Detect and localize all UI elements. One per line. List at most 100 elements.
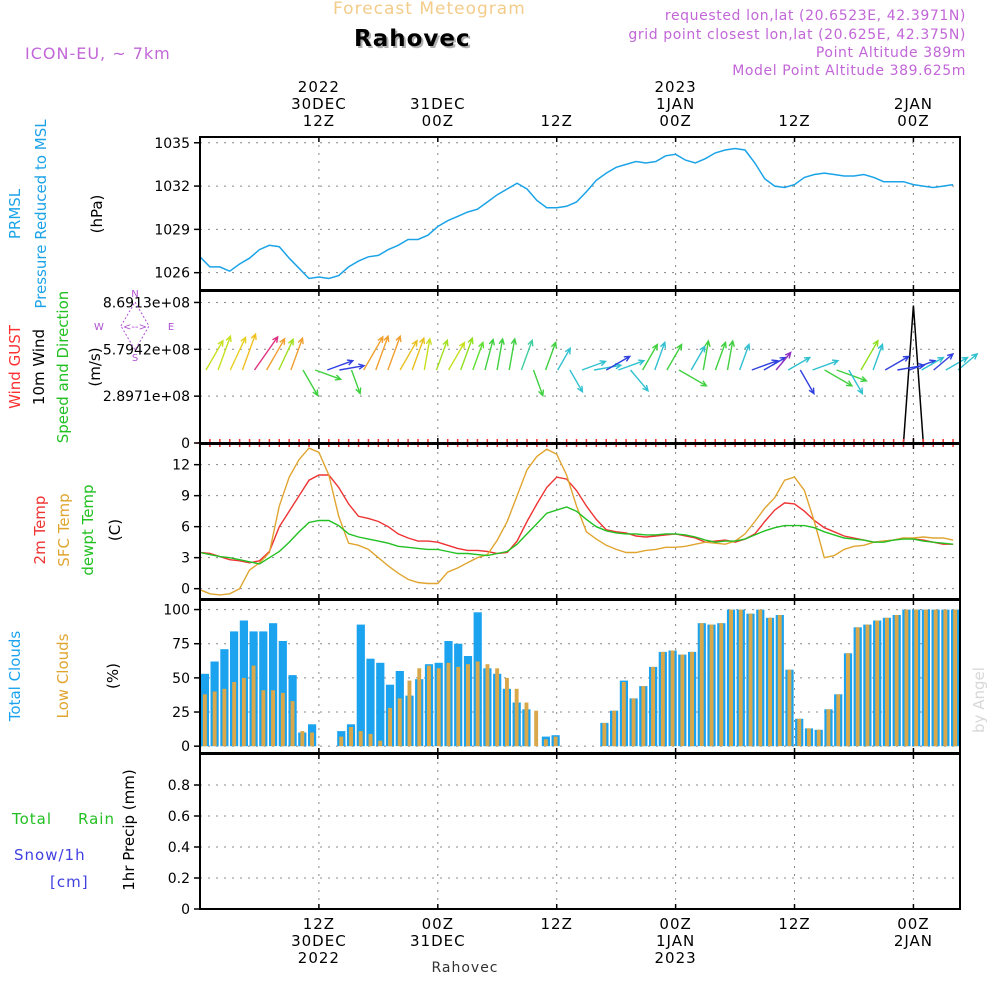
low-cloud-bar — [310, 732, 314, 747]
low-cloud-bar — [241, 677, 246, 747]
total-cloud-bar — [356, 624, 365, 747]
y-tick-label: 50 — [172, 671, 190, 687]
wind-direction-arrow — [496, 337, 505, 371]
low-cloud-bar — [339, 736, 344, 747]
low-cloud-bar — [514, 688, 519, 747]
wind-direction-arrow — [460, 336, 474, 371]
wind-direction-arrow — [411, 336, 426, 371]
low-cloud-bar — [777, 615, 782, 747]
y-tick-label: 1035 — [154, 136, 190, 152]
top-time-label: 31DEC — [410, 95, 466, 113]
wind-direction-arrow — [399, 339, 418, 371]
top-time-label: 1JAN — [656, 95, 695, 113]
prmsl-label: PRMSL — [6, 188, 24, 239]
bottom-time-label: 12Z — [541, 915, 573, 933]
y-tick-label: 9 — [181, 489, 190, 505]
model-label: ICON-EU, ~ 7km — [25, 44, 171, 63]
bottom-time-label: 00Z — [422, 915, 454, 933]
low-cloud-bar — [602, 722, 607, 747]
low-cloud-bar — [417, 668, 422, 747]
low-cloud-bar — [290, 701, 295, 747]
wind-direction-arrow — [641, 343, 659, 371]
wind-direction-arrow — [290, 336, 304, 371]
low-cloud-bar — [368, 733, 373, 747]
low-cloud-bar — [846, 653, 850, 747]
low-cloud-bar — [719, 623, 724, 747]
snow-unit-label: [cm] — [50, 873, 89, 891]
wind-direction-arrow — [447, 341, 466, 371]
total-cloud-bar — [366, 658, 375, 747]
wind-direction-arrow — [605, 355, 632, 371]
low-cloud-bar — [816, 729, 821, 747]
top-time-label: 2JAN — [894, 95, 933, 113]
low-cloud-bar — [885, 617, 889, 747]
low-cloud-bar — [427, 665, 431, 747]
compass-arrow: <--> — [123, 322, 147, 333]
low-cloud-bar — [300, 731, 305, 747]
wind-direction-arrow — [363, 335, 384, 371]
watermark: by Angel — [970, 667, 988, 733]
wind-direction-arrow — [484, 337, 495, 371]
y-tick-label: 6 — [181, 520, 190, 536]
bottom-time-label: 2023 — [655, 949, 697, 967]
wind-direction-arrow — [739, 342, 751, 371]
low-cloud-bar — [943, 609, 948, 747]
wind-direction-arrow — [933, 352, 955, 371]
y-tick-label: 12 — [172, 458, 190, 474]
low-cloud-bar — [807, 728, 811, 747]
temp-2m-line — [199, 474, 954, 564]
wind-direction-arrow — [205, 339, 224, 371]
wind-direction-arrow — [690, 344, 706, 371]
top-time-label: 30DEC — [291, 95, 347, 113]
low-cloud-bar — [758, 609, 763, 747]
low-cloud-bar — [505, 677, 509, 747]
total-cloud-bar — [376, 662, 385, 747]
wind-direction-arrow — [327, 359, 355, 371]
low-cloud-bar — [748, 613, 753, 747]
wind-direction-arrow — [217, 334, 232, 371]
wind-direction-arrow — [812, 359, 840, 371]
wind-direction-arrow — [872, 342, 884, 371]
wind-direction-arrow — [339, 363, 366, 371]
wind-direction-arrow — [302, 369, 319, 397]
wind-direction-arrow — [824, 369, 854, 387]
low-cloud-bar — [670, 650, 675, 747]
bottom-time-label: 00Z — [659, 915, 691, 933]
bottom-time-label: 12Z — [303, 915, 335, 933]
wind-direction-arrow — [957, 352, 979, 371]
y-tick-label: 75 — [172, 637, 190, 653]
wind-direction-arrow — [787, 356, 812, 371]
low-cloud-bar — [914, 609, 919, 747]
low-cloud-bar — [709, 624, 714, 747]
wind-direction-arrow — [618, 359, 646, 371]
wind-gust-label: Wind GUST — [6, 324, 24, 409]
snow-label: Snow/1h — [14, 846, 86, 864]
top-time-label: 2023 — [655, 78, 697, 96]
low-cloud-bar — [865, 624, 870, 747]
wind-direction-arrow — [557, 346, 571, 371]
compass-east: E — [168, 322, 174, 333]
header: Forecast Meteogram Rahovec Rahovec ICON-… — [0, 0, 1000, 90]
y-tick-label: 100 — [163, 603, 190, 619]
bottom-time-label: 31DEC — [410, 932, 466, 950]
wind-direction-label: Speed and Direction — [54, 291, 72, 444]
wind-direction-arrow — [314, 369, 343, 381]
compass-south: S — [132, 353, 138, 364]
y-tick-label: 0.4 — [168, 840, 190, 856]
low-cloud-bar — [534, 710, 539, 747]
y-tick-label: 25 — [172, 705, 190, 721]
wind-direction-arrow — [848, 369, 864, 396]
low-cloud-bar — [855, 627, 860, 747]
wind-direction-arrow — [278, 337, 294, 371]
y-tick-label: 0.2 — [168, 871, 190, 887]
bottom-time-label: 1JAN — [656, 932, 695, 950]
total-cloud-bar — [269, 623, 278, 747]
low-cloud-bar — [631, 698, 636, 747]
low-cloud-bar — [222, 688, 227, 747]
gridpoint-coords: grid point closest lon,lat (20.625E, 42.… — [628, 27, 966, 43]
low-cloud-bar — [904, 609, 909, 747]
wind-direction-arrow — [472, 340, 485, 371]
wind-direction-arrow — [860, 339, 879, 371]
wind-direction-arrow — [714, 340, 727, 371]
